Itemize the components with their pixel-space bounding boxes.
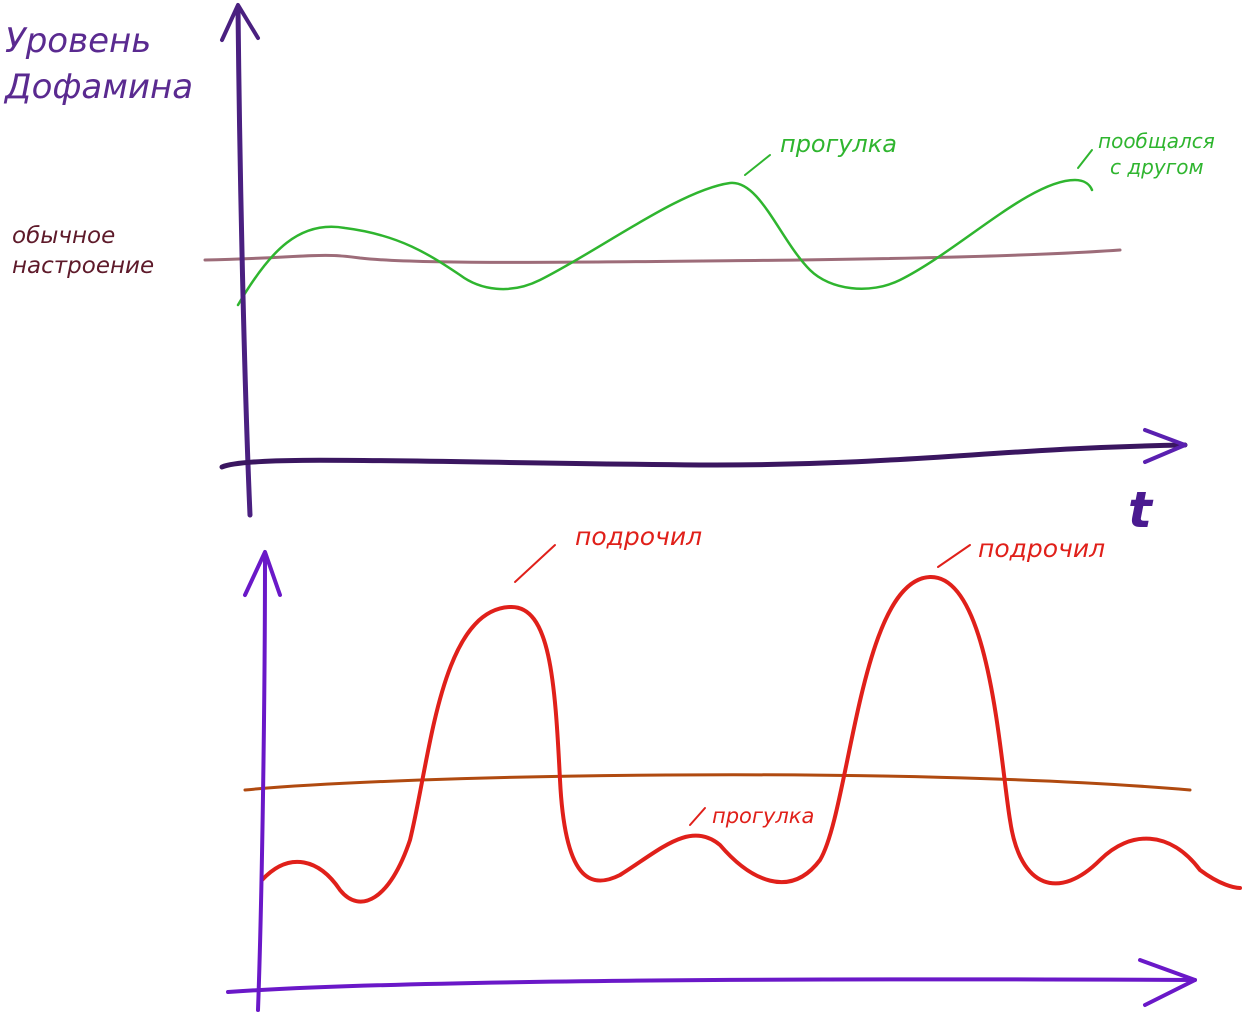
- y-axis-arrow: [220, 3, 260, 42]
- y-label: Уровень: [5, 21, 151, 61]
- baseline-label: обычное: [12, 223, 115, 249]
- x-axis: [226, 977, 1197, 994]
- annotation-tick: [689, 807, 706, 826]
- y-axis: [256, 553, 267, 1012]
- annotation: пообщался: [1098, 129, 1215, 153]
- annotation: прогулка: [712, 804, 814, 828]
- annotation: подрочил: [575, 522, 702, 551]
- y-axis-arrow: [243, 550, 282, 597]
- dopamine-curve: [236, 178, 1094, 307]
- y-label: Дофамина: [3, 67, 193, 107]
- annotation-tick: [744, 154, 771, 176]
- dopamine-curve: [260, 574, 1242, 904]
- annotation: с другом: [1110, 155, 1204, 179]
- annotation-tick: [937, 544, 971, 568]
- bottom-chart: подрочил подрочил прогулка: [226, 522, 1242, 1012]
- x-axis: [219, 442, 1188, 470]
- x-axis-arrow: [1138, 958, 1197, 1007]
- annotation: прогулка: [780, 130, 897, 158]
- annotation: подрочил: [978, 534, 1105, 563]
- baseline-label: настроение: [12, 253, 154, 279]
- top-chart: Уровень Дофамина обычное настроение t пр…: [3, 3, 1215, 539]
- x-label: t: [1128, 481, 1154, 539]
- x-axis-arrow: [1143, 428, 1187, 464]
- baseline: [243, 773, 1192, 792]
- y-axis: [235, 5, 253, 518]
- annotation-tick: [514, 544, 556, 583]
- annotation-tick: [1077, 149, 1093, 169]
- baseline: [203, 248, 1122, 264]
